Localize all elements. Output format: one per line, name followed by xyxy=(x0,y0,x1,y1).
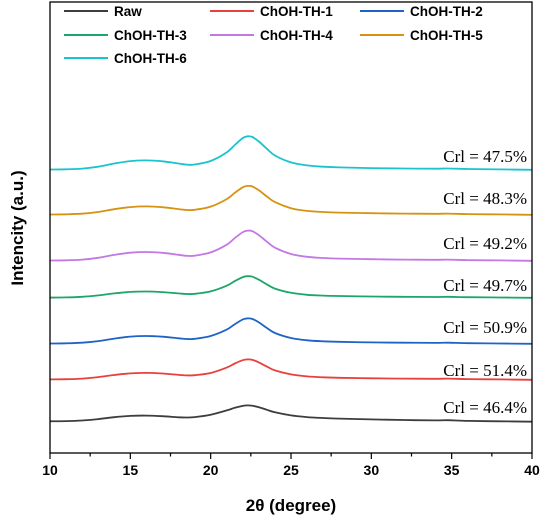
x-tick-label-40: 40 xyxy=(524,462,540,478)
crl-label-choh-th-6: Crl = 47.5% xyxy=(443,147,527,166)
series-line-choh-th-5 xyxy=(49,184,533,216)
x-axis-title: 2θ (degree) xyxy=(246,496,336,515)
series-line-choh-th-1 xyxy=(49,358,533,381)
crl-label-choh-th-3: Crl = 49.7% xyxy=(443,276,527,295)
x-tick-label-30: 30 xyxy=(364,462,380,478)
series-line-raw xyxy=(49,404,533,423)
legend-label-choh-th-2: ChOH-TH-2 xyxy=(410,4,483,19)
x-tick-label-15: 15 xyxy=(123,462,139,478)
crl-label-choh-th-4: Crl = 49.2% xyxy=(443,234,527,253)
x-tick-label-35: 35 xyxy=(444,462,460,478)
series-line-choh-th-3 xyxy=(49,275,533,299)
legend-label-raw: Raw xyxy=(114,4,142,19)
x-tick-label-10: 10 xyxy=(42,462,58,478)
legend-label-choh-th-6: ChOH-TH-6 xyxy=(114,51,187,66)
legend-label-choh-th-5: ChOH-TH-5 xyxy=(410,28,483,43)
legend-label-choh-th-1: ChOH-TH-1 xyxy=(260,4,333,19)
series-line-choh-th-4 xyxy=(49,229,533,262)
legend: Raw ChOH-TH-1 ChOH-TH-2 ChOH-TH-3 ChOH-TH-4 C… xyxy=(64,4,483,66)
x-tick-label-25: 25 xyxy=(283,462,299,478)
y-axis-title: Intencity (a.u.) xyxy=(8,170,27,285)
x-tick-label-20: 20 xyxy=(203,462,219,478)
crl-label-choh-th-5: Crl = 48.3% xyxy=(443,189,527,208)
plot-area: Crl = 46.4% Crl = 51.4% Crl = 50.9% Crl = 4… xyxy=(49,135,533,423)
crl-label-choh-th-1: Crl = 51.4% xyxy=(443,361,527,380)
plot-frame xyxy=(49,1,533,454)
legend-label-choh-th-4: ChOH-TH-4 xyxy=(260,28,333,43)
crl-label-raw: Crl = 46.4% xyxy=(443,398,527,417)
crl-label-choh-th-2: Crl = 50.9% xyxy=(443,318,527,337)
series-line-choh-th-6 xyxy=(49,135,533,171)
x-axis: 10 15 20 25 30 35 40 xyxy=(42,453,540,478)
series-line-choh-th-2 xyxy=(49,317,533,345)
legend-label-choh-th-3: ChOH-TH-3 xyxy=(114,28,187,43)
